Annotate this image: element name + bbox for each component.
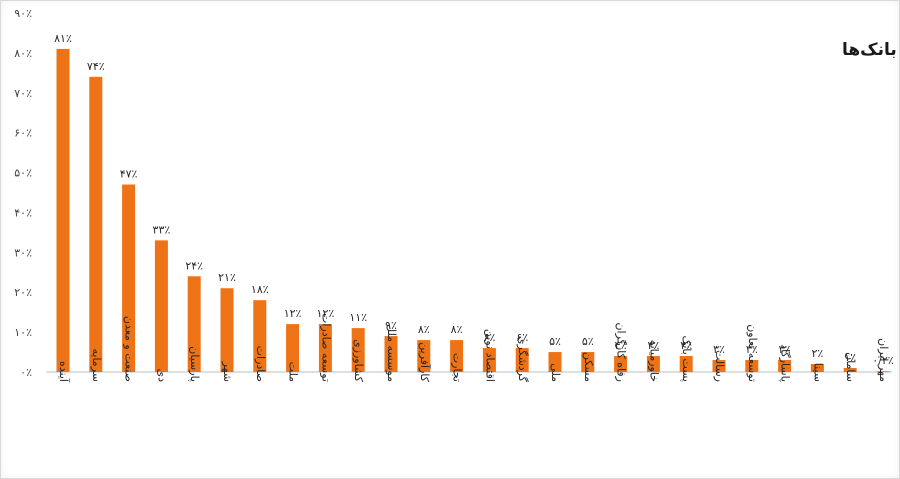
bar (122, 184, 136, 372)
y-tick-label: ۹۰٪ (14, 7, 32, 20)
data-label: ۵٪ (582, 335, 594, 348)
bar (712, 360, 726, 372)
bar (187, 276, 201, 372)
bar (614, 356, 628, 372)
x-tick-label: آینده (57, 361, 71, 383)
data-label: ۳۳٪ (153, 223, 171, 236)
x-tick-label: موسسه ملل (385, 324, 398, 382)
x-tick-label: کارآفرین (418, 342, 432, 382)
data-label: ۸٪ (418, 323, 430, 336)
bar (515, 348, 529, 372)
x-tick-label: ملی (549, 363, 562, 382)
bar (843, 368, 857, 372)
x-tick-label: گردشگری (516, 336, 529, 383)
x-axis-labels: آینده سرمایه صنعت و معدن دی پارسیان شهر صادرات… (57, 313, 890, 383)
bar (778, 360, 792, 372)
data-label: ۲۱٪ (218, 271, 236, 284)
x-tick-label: اقتصاد نوین (483, 329, 496, 382)
x-tick-label: کشاورزی (352, 339, 365, 383)
chart-title: نسبت تسهیلات غیرجاری به مجموع تسهیلات در… (842, 40, 900, 60)
y-tick-label: ۰٪ (20, 366, 32, 379)
y-tick-label: ۶۰٪ (14, 127, 32, 140)
x-tick-label: سینا (811, 363, 824, 382)
x-tick-label: پارسیان (188, 346, 201, 382)
data-label: ۷۴٪ (87, 60, 105, 73)
data-label: ۱۱٪ (349, 311, 367, 324)
y-tick-label: ۸۰٪ (14, 47, 32, 60)
data-label: ۴۷٪ (120, 168, 138, 181)
x-tick-label: توسعه تعاون (746, 324, 759, 382)
x-tick-label: دی (155, 368, 168, 382)
y-tick-label: ۳۰٪ (14, 246, 32, 259)
bars (56, 48, 890, 373)
x-tick-label: صنعت و معدن (123, 316, 136, 382)
bar (876, 371, 890, 372)
x-tick-label: خاورمیانه (647, 340, 660, 382)
y-tick-label: ۷۰٪ (14, 87, 32, 100)
x-tick-label: سرمایه (90, 349, 103, 383)
data-label: ۱۸٪ (251, 283, 269, 296)
x-tick-label: مسکن (582, 352, 595, 382)
data-label: ۶٪ (516, 331, 528, 344)
bar (581, 352, 595, 372)
data-label: ۵٪ (549, 335, 561, 348)
data-label: ۲٪ (811, 347, 823, 360)
y-tick-label: ۴۰٪ (14, 206, 32, 219)
data-label: ۳٪ (713, 343, 725, 356)
bar (253, 300, 267, 372)
bar (745, 360, 759, 372)
bar (548, 352, 562, 372)
bar (351, 328, 365, 372)
bar (417, 340, 431, 372)
bar (646, 356, 660, 372)
data-label: ۲۴٪ (185, 259, 203, 272)
data-label: ۱۲٪ (317, 307, 335, 320)
x-tick-label: رسالت (713, 350, 726, 382)
data-label: ۴٪ (615, 339, 627, 352)
x-tick-label: تجارت (451, 353, 464, 382)
x-tick-label: ملت (287, 362, 300, 382)
data-label: ۸٪ (451, 323, 463, 336)
bar (89, 76, 103, 373)
bar (450, 340, 464, 372)
data-label: ۸۱٪ (54, 32, 72, 45)
data-label: ۴٪ (647, 339, 659, 352)
data-label: ۴٪ (680, 339, 692, 352)
bar (154, 240, 168, 372)
bar (482, 348, 496, 372)
data-label: ۳٪ (746, 343, 758, 356)
x-tick-label: پست بانک (680, 336, 693, 383)
x-tick-label: صادرات (254, 346, 267, 382)
data-label: ۱۲٪ (284, 307, 302, 320)
x-tick-label: شهر (221, 361, 234, 382)
x-tick-label: پاسارگاد (779, 344, 792, 382)
y-tick-label: ۵۰٪ (14, 167, 32, 180)
data-label: ۳٪ (779, 343, 791, 356)
bar (384, 336, 398, 372)
x-tick-label: سامان (844, 352, 857, 382)
bar (286, 324, 300, 372)
bar (56, 48, 70, 373)
x-tick-label: توسعه صادرات (319, 313, 332, 382)
y-tick-label: ۲۰٪ (14, 286, 32, 299)
bar (679, 356, 693, 372)
bar (220, 288, 234, 372)
data-label: ۹٪ (385, 319, 397, 332)
data-label: ۱٪ (844, 351, 856, 364)
x-tick-label: مهر ایران (877, 338, 890, 382)
data-label: ۶٪ (483, 331, 495, 344)
bar (810, 364, 824, 372)
x-tick-label: رفاه کارگران (615, 322, 628, 382)
data-label: ۰/۲٪ (872, 354, 894, 367)
y-axis-ticks: ۰٪ ۱۰٪ ۲۰٪ ۳۰٪ ۴۰٪ ۵۰٪ ۶۰٪ ۷۰٪ ۸۰٪ ۹۰٪ (14, 7, 32, 379)
y-tick-label: ۱۰٪ (14, 326, 32, 339)
value-labels: ۸۱٪ ۷۴٪ ۴۷٪ ۳۳٪ ۲۴٪ ۲۱٪ ۱۸٪ ۱۲٪ ۱۲٪ ۱۱٪ ۹٪ ۸٪ ۸٪ ۶٪ ۶٪… (54, 32, 894, 367)
bar (318, 324, 332, 372)
